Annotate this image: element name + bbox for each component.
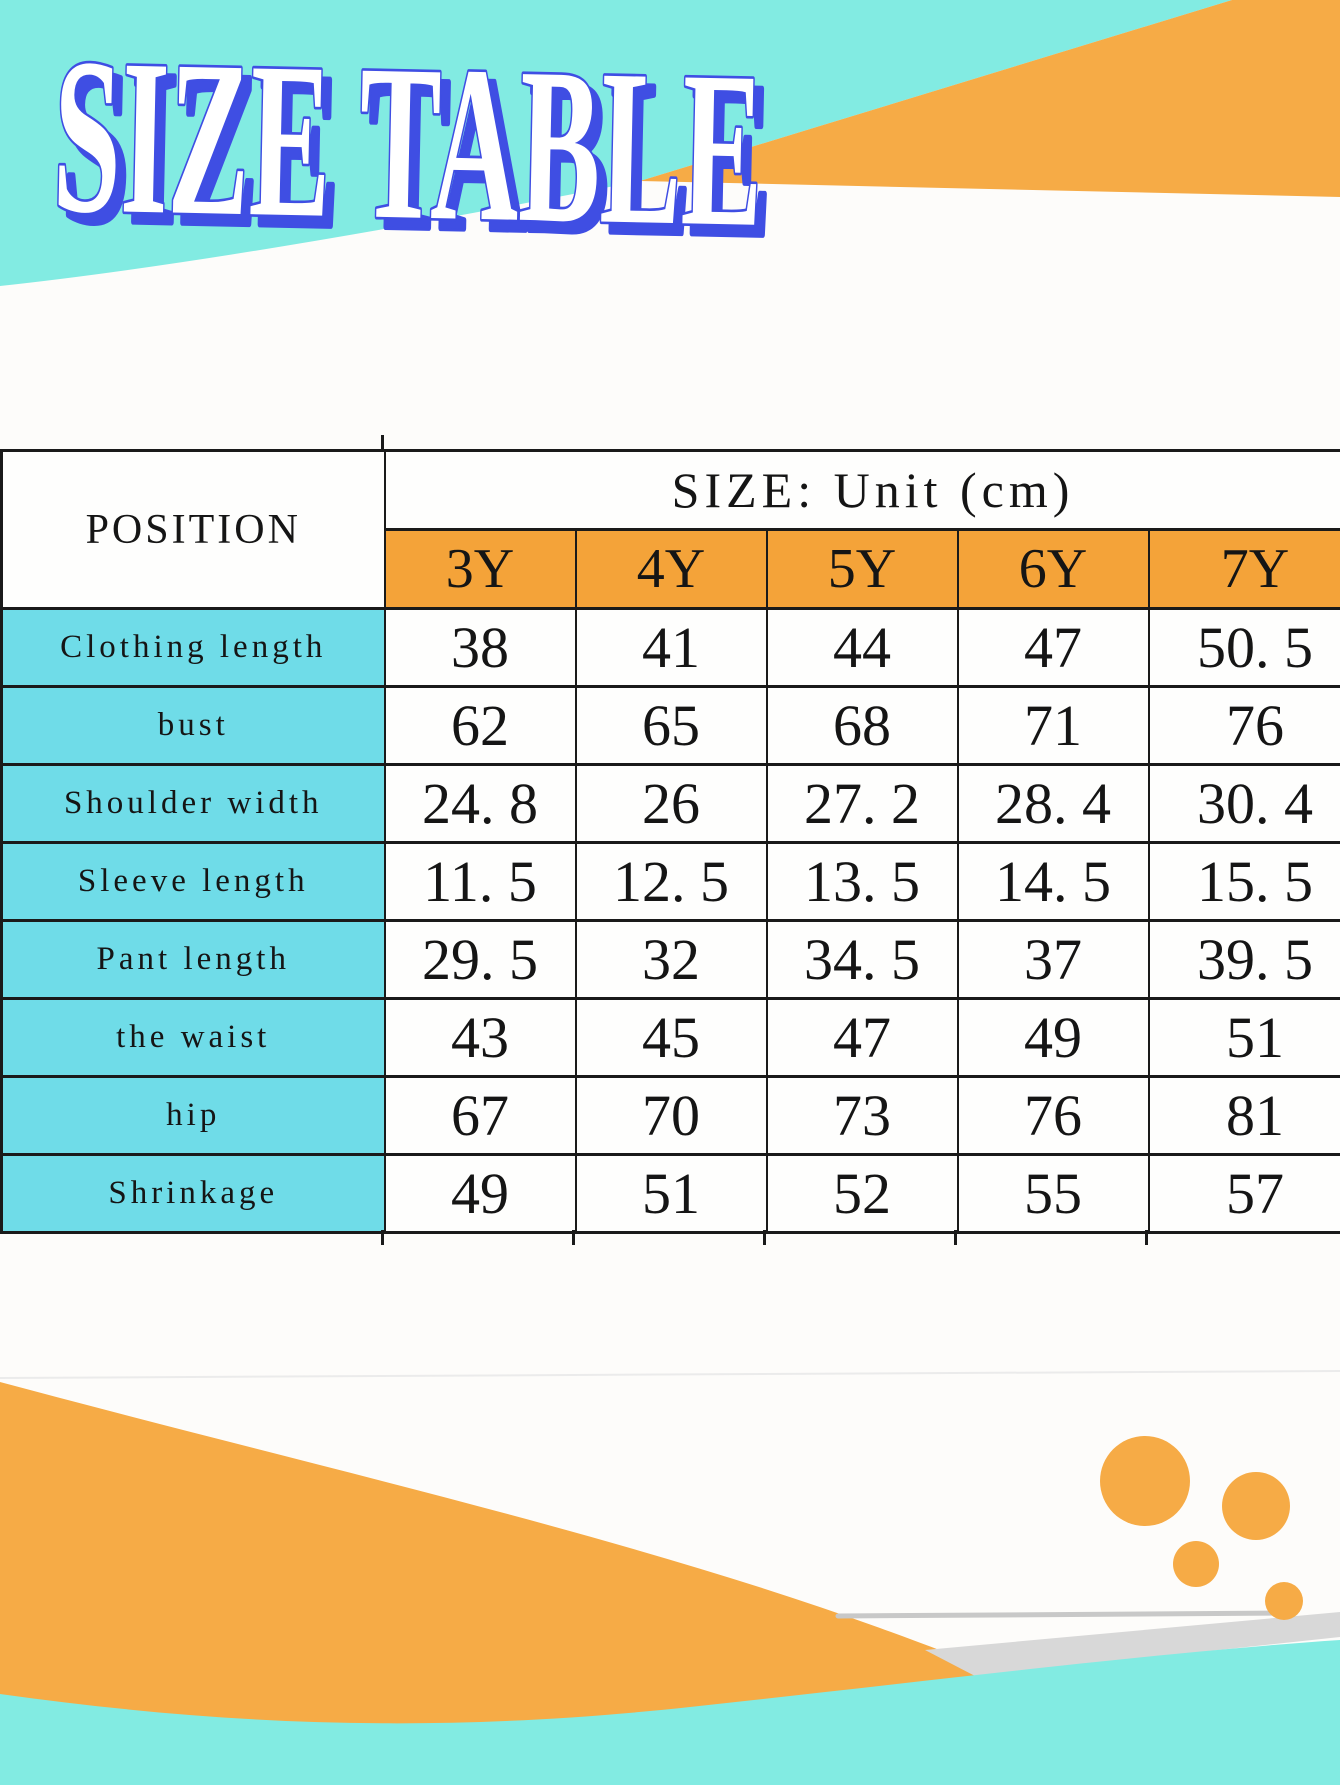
value-cell: 39. 5 — [1147, 919, 1340, 1000]
size-table: POSITION SIZE: Unit (cm) 3Y 4Y 5Y 6Y 7Y … — [0, 449, 1340, 1234]
value-cell: 62 — [383, 685, 577, 766]
value-cell: 41 — [574, 607, 768, 688]
value-cell: 50. 5 — [1147, 607, 1340, 688]
row-label-cell: Pant length — [0, 919, 386, 1000]
size-col-header-6y: 6Y — [956, 528, 1150, 610]
orange-circle-large — [1100, 1436, 1190, 1526]
table-row: Pant length 29. 5 32 34. 5 37 39. 5 — [0, 919, 1340, 1000]
value-cell: 44 — [765, 607, 959, 688]
row-label-cell: Clothing length — [0, 607, 386, 688]
value-cell: 52 — [765, 1153, 959, 1234]
table-row: Clothing length 38 41 44 47 50. 5 — [0, 607, 1340, 688]
value-cell: 73 — [765, 1075, 959, 1156]
value-cell: 26 — [574, 763, 768, 844]
top-orange-wedge — [640, 0, 1340, 197]
value-cell: 51 — [574, 1153, 768, 1234]
size-col-header-7y: 7Y — [1147, 528, 1340, 610]
value-cell: 13. 5 — [765, 841, 959, 922]
row-label-cell: Sleeve length — [0, 841, 386, 922]
value-cell: 55 — [956, 1153, 1150, 1234]
table-row: Sleeve length 11. 5 12. 5 13. 5 14. 5 15… — [0, 841, 1340, 922]
value-cell: 43 — [383, 997, 577, 1078]
value-cell: 45 — [574, 997, 768, 1078]
value-cell: 28. 4 — [956, 763, 1150, 844]
value-cell: 11. 5 — [383, 841, 577, 922]
orange-circle-tiny — [1265, 1582, 1303, 1620]
value-cell: 29. 5 — [383, 919, 577, 1000]
value-cell: 32 — [574, 919, 768, 1000]
border-tick — [1145, 1230, 1148, 1245]
orange-circle-small — [1173, 1541, 1219, 1587]
value-cell: 81 — [1147, 1075, 1340, 1156]
table-row: hip 67 70 73 76 81 — [0, 1075, 1340, 1156]
row-label-cell: Shoulder width — [0, 763, 386, 844]
table-row: bust 62 65 68 71 76 — [0, 685, 1340, 766]
row-label-cell: the waist — [0, 997, 386, 1078]
border-tick — [572, 1230, 575, 1245]
value-cell: 67 — [383, 1075, 577, 1156]
table-row: the waist 43 45 47 49 51 — [0, 997, 1340, 1078]
value-cell: 71 — [956, 685, 1150, 766]
table-row: Shoulder width 24. 8 26 27. 2 28. 4 30. … — [0, 763, 1340, 844]
gray-underline-line — [835, 1610, 1298, 1619]
value-cell: 57 — [1147, 1153, 1340, 1234]
value-cell: 47 — [956, 607, 1150, 688]
value-cell: 37 — [956, 919, 1150, 1000]
faint-divider-line — [0, 1370, 1340, 1379]
size-unit-header-cell: SIZE: Unit (cm) — [383, 449, 1340, 531]
value-cell: 24. 8 — [383, 763, 577, 844]
border-tick — [381, 1230, 384, 1245]
page-title: SIZE TABLE — [51, 12, 766, 274]
size-col-header-4y: 4Y — [574, 528, 768, 610]
top-cyan-shape — [0, 0, 1232, 286]
value-cell: 14. 5 — [956, 841, 1150, 922]
row-label-cell: hip — [0, 1075, 386, 1156]
value-cell: 65 — [574, 685, 768, 766]
value-cell: 15. 5 — [1147, 841, 1340, 922]
bottom-cyan-wave — [0, 1640, 1340, 1785]
value-cell: 38 — [383, 607, 577, 688]
value-cell: 49 — [956, 997, 1150, 1078]
value-cell: 76 — [1147, 685, 1340, 766]
value-cell: 30. 4 — [1147, 763, 1340, 844]
size-col-header-5y: 5Y — [765, 528, 959, 610]
border-tick — [954, 1230, 957, 1245]
size-col-header-3y: 3Y — [383, 528, 577, 610]
row-label-cell: bust — [0, 685, 386, 766]
value-cell: 70 — [574, 1075, 768, 1156]
value-cell: 49 — [383, 1153, 577, 1234]
position-header-cell: POSITION — [0, 449, 386, 610]
value-cell: 51 — [1147, 997, 1340, 1078]
value-cell: 47 — [765, 997, 959, 1078]
gray-sliver-shape — [925, 1612, 1340, 1676]
bottom-orange-swoosh — [0, 1382, 1045, 1785]
page-title-shadow: SIZE TABLE — [60, 22, 775, 284]
orange-circle-medium — [1222, 1472, 1290, 1540]
value-cell: 27. 2 — [765, 763, 959, 844]
row-label-cell: Shrinkage — [0, 1153, 386, 1234]
value-cell: 76 — [956, 1075, 1150, 1156]
value-cell: 12. 5 — [574, 841, 768, 922]
value-cell: 68 — [765, 685, 959, 766]
table-row: Shrinkage 49 51 52 55 57 — [0, 1153, 1340, 1234]
value-cell: 34. 5 — [765, 919, 959, 1000]
border-tick — [381, 435, 384, 450]
border-tick — [763, 1230, 766, 1245]
